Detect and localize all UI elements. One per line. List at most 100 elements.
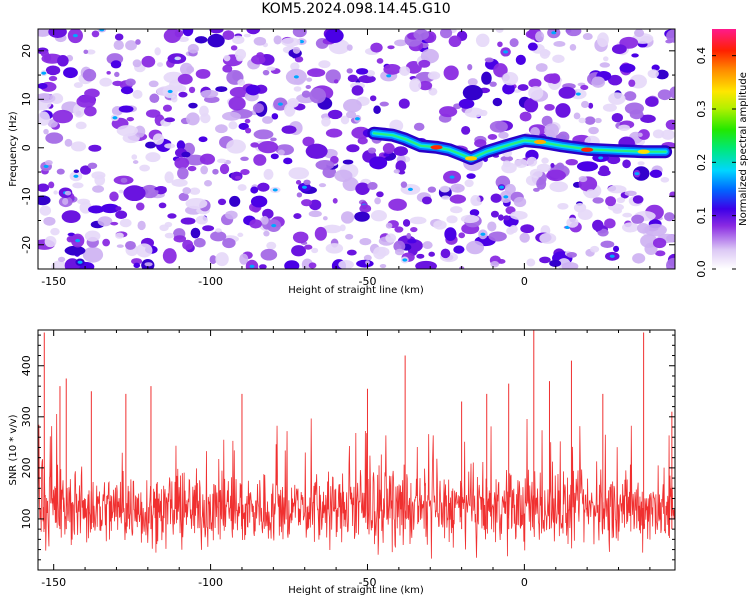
noise-blob <box>123 185 146 202</box>
noise-blob <box>301 90 311 98</box>
noise-blob <box>202 225 215 232</box>
snr-frame <box>37 329 676 571</box>
noise-blob-core <box>575 92 581 96</box>
noise-blob-core <box>271 224 277 228</box>
noise-blob <box>270 137 277 142</box>
noise-blob-core <box>43 164 49 169</box>
noise-blob <box>85 49 96 55</box>
noise-blob <box>114 71 120 77</box>
noise-blob <box>628 79 636 87</box>
noise-blob <box>490 210 499 218</box>
noise-blob <box>605 196 617 207</box>
noise-blob <box>72 182 84 189</box>
noise-blob <box>582 33 593 40</box>
spectrogram-frame <box>37 28 676 270</box>
noise-blob <box>342 159 354 165</box>
noise-blob <box>305 143 328 159</box>
noise-blob <box>38 183 50 192</box>
noise-blob <box>418 80 433 91</box>
noise-blob <box>544 103 555 111</box>
noise-blob <box>458 98 475 109</box>
noise-blob-core <box>609 254 615 258</box>
noise-blob <box>305 84 312 89</box>
noise-blob <box>484 57 494 63</box>
noise-blob <box>116 125 138 137</box>
noise-blob <box>385 222 393 229</box>
noise-blob <box>597 228 609 237</box>
noise-blob <box>607 185 627 194</box>
noise-blob <box>249 219 263 229</box>
noise-blob <box>195 69 211 79</box>
noise-blob <box>513 196 527 208</box>
y-tick-label: 20 <box>20 44 33 58</box>
noise-blob <box>356 259 374 268</box>
colorbar-tick-label: 0.3 <box>695 100 708 118</box>
noise-blob <box>148 80 159 88</box>
noise-blob <box>244 118 251 124</box>
noise-blob <box>588 102 594 109</box>
noise-blob <box>637 161 645 166</box>
y-tick-label: -20 <box>20 236 33 254</box>
noise-blob <box>584 116 596 125</box>
noise-blob <box>84 88 100 99</box>
noise-blob <box>464 107 484 118</box>
noise-blob <box>115 232 124 239</box>
noise-blob <box>48 29 67 38</box>
noise-blob <box>631 53 639 58</box>
noise-blob <box>207 33 225 48</box>
noise-blob <box>110 221 119 226</box>
noise-blob <box>346 68 353 74</box>
noise-blob <box>327 109 343 120</box>
noise-blob <box>665 119 675 130</box>
noise-blob <box>515 54 526 65</box>
noise-blob <box>624 190 637 197</box>
noise-blob <box>180 217 196 225</box>
noise-blob <box>612 245 620 253</box>
noise-blob <box>433 220 447 230</box>
noise-blob <box>325 128 343 138</box>
noise-blob <box>439 185 450 193</box>
noise-blob <box>132 89 143 99</box>
noise-blob <box>80 165 92 175</box>
noise-blob <box>178 192 189 202</box>
noise-blob <box>373 246 387 260</box>
noise-blob <box>156 62 164 67</box>
noise-blob <box>260 248 278 261</box>
noise-blob <box>526 258 536 267</box>
noise-blob <box>446 215 458 224</box>
noise-blob <box>369 156 388 170</box>
noise-blob <box>636 222 650 234</box>
noise-blob <box>256 52 264 59</box>
noise-blob <box>580 84 589 91</box>
noise-blob <box>144 262 153 267</box>
noise-blob <box>198 136 208 143</box>
noise-blob <box>549 181 569 193</box>
noise-blob <box>271 113 279 120</box>
noise-blob <box>120 177 128 184</box>
noise-blob <box>292 46 301 54</box>
noise-blob-core <box>386 74 392 78</box>
noise-blob <box>91 30 100 38</box>
noise-blob <box>550 162 555 168</box>
noise-blob <box>252 103 264 114</box>
noise-blob <box>200 89 219 98</box>
noise-blob <box>513 89 522 93</box>
noise-blob <box>376 191 384 198</box>
noise-blob <box>632 195 644 204</box>
noise-blob <box>346 144 360 153</box>
noise-blob <box>284 260 300 269</box>
noise-blob <box>154 47 161 56</box>
noise-blob <box>466 173 476 179</box>
noise-blob-core <box>75 238 81 243</box>
noise-blob <box>514 158 529 168</box>
noise-blob <box>194 36 208 44</box>
noise-blob <box>204 180 213 187</box>
noise-blob <box>125 78 136 86</box>
noise-blob <box>388 198 407 211</box>
noise-blob <box>441 195 451 200</box>
noise-blob <box>528 86 544 100</box>
noise-blob <box>666 29 675 43</box>
noise-blob <box>581 100 589 109</box>
noise-blob <box>365 260 370 265</box>
noise-blob <box>474 139 487 148</box>
